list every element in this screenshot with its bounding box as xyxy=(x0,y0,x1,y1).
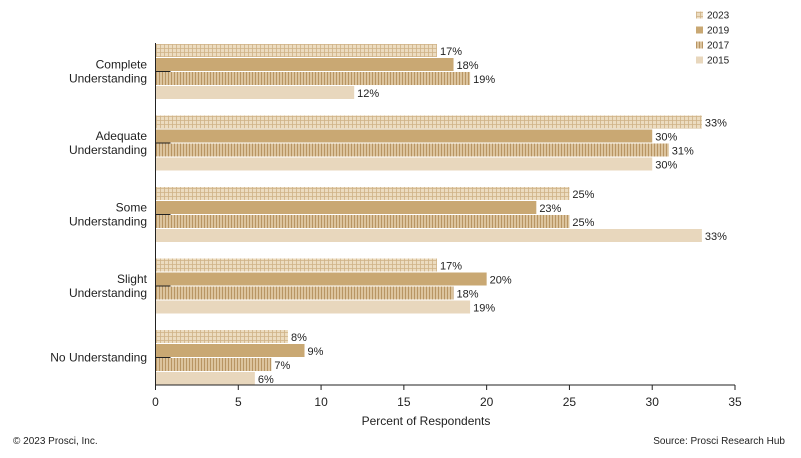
bar-some-understanding-2017 xyxy=(155,215,570,228)
value-label-complete-understanding-2023: 17% xyxy=(440,46,462,58)
value-label-no-understanding-2023: 8% xyxy=(291,332,307,344)
legend-label-2023: 2023 xyxy=(707,11,730,22)
bar-slight-understanding-2019 xyxy=(155,272,487,286)
value-label-no-understanding-2019: 9% xyxy=(308,346,324,358)
bar-slight-understanding-2015 xyxy=(155,300,471,314)
x-tick-label-35: 35 xyxy=(728,395,742,409)
bar-no-understanding-2023 xyxy=(155,330,288,343)
value-label-adequate-understanding-2015: 30% xyxy=(655,160,677,172)
bar-no-understanding-2019 xyxy=(155,344,305,357)
bar-no-understanding-2015 xyxy=(155,372,255,385)
value-labels-layer: 17% 18% 19% 12% 33% 30% 31% 30% 25% 23% 25% 33% 17% 2… xyxy=(258,46,727,386)
value-label-some-understanding-2017: 25% xyxy=(572,217,594,229)
bar-some-understanding-2015 xyxy=(155,229,702,242)
value-label-complete-understanding-2017: 19% xyxy=(473,74,495,86)
x-tick-label-25: 25 xyxy=(563,395,577,409)
bar-no-understanding-2017 xyxy=(155,358,272,371)
copyright-text: © 2023 Prosci, Inc. xyxy=(13,436,98,447)
legend: 2023 2019 2017 2015 xyxy=(696,11,730,67)
category-label-no-understanding: No Understanding xyxy=(50,351,147,365)
bar-complete-understanding-2015 xyxy=(155,86,355,99)
value-label-slight-understanding-2015: 19% xyxy=(473,303,495,315)
bar-adequate-understanding-2015 xyxy=(155,157,653,171)
value-label-complete-understanding-2019: 18% xyxy=(457,60,479,72)
value-label-some-understanding-2015: 33% xyxy=(705,231,727,243)
legend-label-2019: 2019 xyxy=(707,26,730,37)
bar-slight-understanding-2023 xyxy=(155,258,437,272)
category-label-adequate-understanding: Adequate Understanding xyxy=(69,129,147,157)
x-ticks: 0 5 10 15 20 25 30 35 xyxy=(152,385,742,409)
value-label-no-understanding-2015: 6% xyxy=(258,374,274,386)
bar-adequate-understanding-2017 xyxy=(155,143,669,157)
bar-complete-understanding-2017 xyxy=(155,72,471,85)
axes-layer xyxy=(155,43,735,386)
value-label-some-understanding-2019: 23% xyxy=(539,203,561,215)
value-label-slight-understanding-2017: 18% xyxy=(457,289,479,301)
value-label-adequate-understanding-2017: 31% xyxy=(672,146,694,158)
legend-label-2017: 2017 xyxy=(707,41,730,52)
legend-swatch-2015 xyxy=(696,56,703,64)
legend-swatch-2019 xyxy=(696,26,703,34)
legend-label-2015: 2015 xyxy=(707,56,730,67)
value-label-slight-understanding-2023: 17% xyxy=(440,261,462,273)
bar-slight-understanding-2017 xyxy=(155,286,454,300)
value-label-slight-understanding-2019: 20% xyxy=(490,275,512,287)
bar-complete-understanding-2023 xyxy=(155,44,437,57)
x-tick-label-30: 30 xyxy=(646,395,660,409)
x-tick-label-20: 20 xyxy=(480,395,494,409)
bar-some-understanding-2019 xyxy=(155,201,537,214)
value-label-some-understanding-2023: 25% xyxy=(572,189,594,201)
category-label-slight-understanding: Slight Understanding xyxy=(69,272,148,300)
value-label-complete-understanding-2015: 12% xyxy=(357,88,379,100)
bar-adequate-understanding-2023 xyxy=(155,115,702,129)
source-text: Source: Prosci Research Hub xyxy=(653,436,785,447)
x-tick-label-0: 0 xyxy=(152,395,159,409)
x-tick-label-15: 15 xyxy=(397,395,411,409)
bars-layer xyxy=(155,44,702,385)
value-label-adequate-understanding-2023: 33% xyxy=(705,118,727,130)
bar-some-understanding-2023 xyxy=(155,187,570,200)
category-labels-layer: Complete Understanding Adequate Understandi… xyxy=(50,58,147,365)
bar-chart: 17% 18% 19% 12% 33% 30% 31% 30% 25% 23% 25% 33% 17% 2… xyxy=(50,11,742,429)
x-axis-title: Percent of Respondents xyxy=(362,414,491,428)
category-label-some-understanding: Some Understanding xyxy=(69,201,147,229)
legend-swatch-2017 xyxy=(696,41,703,49)
legend-swatch-2023 xyxy=(696,11,703,19)
bar-adequate-understanding-2019 xyxy=(155,129,653,143)
x-tick-label-10: 10 xyxy=(314,395,328,409)
x-tick-label-5: 5 xyxy=(235,395,242,409)
value-label-adequate-understanding-2019: 30% xyxy=(655,132,677,144)
value-label-no-understanding-2017: 7% xyxy=(274,360,290,372)
bar-complete-understanding-2019 xyxy=(155,58,454,71)
category-label-complete-understanding: Complete Understanding xyxy=(69,58,147,86)
